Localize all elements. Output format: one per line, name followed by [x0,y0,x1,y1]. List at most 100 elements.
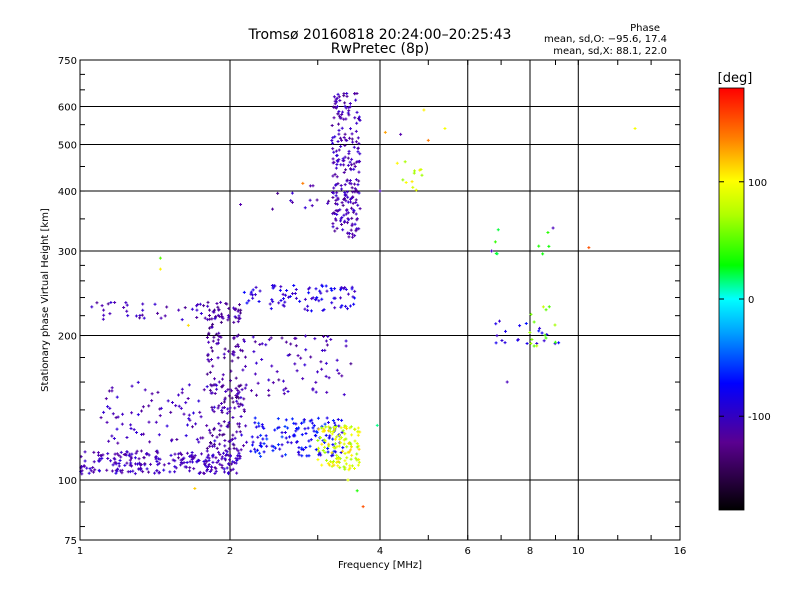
data-point [239,383,243,387]
data-point [226,407,230,411]
data-point [633,126,637,130]
data-point [297,426,301,430]
data-point [351,235,355,239]
data-point [334,149,338,153]
data-point [535,344,539,348]
data-point [346,156,350,160]
data-point [333,172,337,176]
data-point [339,436,343,440]
data-point [129,423,133,427]
data-point [238,311,242,315]
data-point [129,427,133,431]
data-point [347,109,351,113]
data-point [342,170,346,174]
data-point [284,386,288,390]
data-point [340,418,344,422]
data-point [355,445,359,449]
data-point [116,415,120,419]
data-point [276,417,280,421]
data-point [116,467,120,471]
data-point [120,468,124,472]
data-point [102,308,106,312]
data-point [532,320,536,324]
data-point [227,458,231,462]
data-point [346,231,350,235]
data-point [188,418,192,422]
data-point [118,458,122,462]
data-point [343,285,347,289]
data-point [314,297,318,301]
axis-ticks [79,59,681,540]
data-point [335,96,339,100]
data-points [79,91,637,509]
data-point [348,160,352,164]
data-point [544,308,548,312]
data-point [293,362,297,366]
data-point [315,370,319,374]
data-point [538,326,542,330]
data-point [96,451,100,455]
data-point [354,140,358,144]
data-point [220,463,224,467]
data-point [203,316,207,320]
data-point [344,339,348,343]
data-point [333,102,337,106]
data-point [317,449,321,453]
x-tick-label: 2 [227,546,233,557]
data-point [138,463,142,467]
data-point [335,358,339,362]
data-point [331,147,335,151]
data-point [236,343,240,347]
y-axis-label: Stationary phase Virtual Height [km] [40,208,51,392]
data-point [130,411,134,415]
data-point [117,464,121,468]
data-point [292,283,296,287]
data-point [335,435,339,439]
data-point [225,453,229,457]
data-point [343,143,347,147]
data-point [106,302,110,306]
data-point [125,450,129,454]
data-point [282,304,286,308]
data-point [335,445,339,449]
data-point [110,469,114,473]
data-point [129,455,133,459]
data-point [227,421,231,425]
data-point [249,389,253,393]
data-point [235,458,239,462]
data-point [186,397,190,401]
data-point [282,297,286,301]
data-point [343,132,347,136]
data-point [188,460,192,464]
data-point [230,462,234,466]
data-point [180,391,184,395]
data-point [537,329,541,333]
data-point [216,459,220,463]
data-point [529,341,533,345]
data-point [147,470,151,474]
data-point [351,295,355,299]
data-point [331,222,335,226]
data-point [115,427,119,431]
data-point [282,388,286,392]
data-point [357,179,361,183]
data-point [530,338,534,342]
data-point [280,454,284,458]
data-point [304,334,308,338]
data-point [122,305,126,309]
data-point [100,304,104,308]
data-point [285,288,289,292]
data-point [289,199,293,203]
data-point [546,230,550,234]
data-point [286,389,290,393]
data-point [300,454,304,458]
data-point [239,308,243,312]
data-point [226,462,230,466]
data-point [221,451,225,455]
data-point [236,402,240,406]
data-point [339,296,343,300]
data-point [140,409,144,413]
data-point [243,355,247,359]
data-point [336,418,340,422]
data-point [339,441,343,445]
